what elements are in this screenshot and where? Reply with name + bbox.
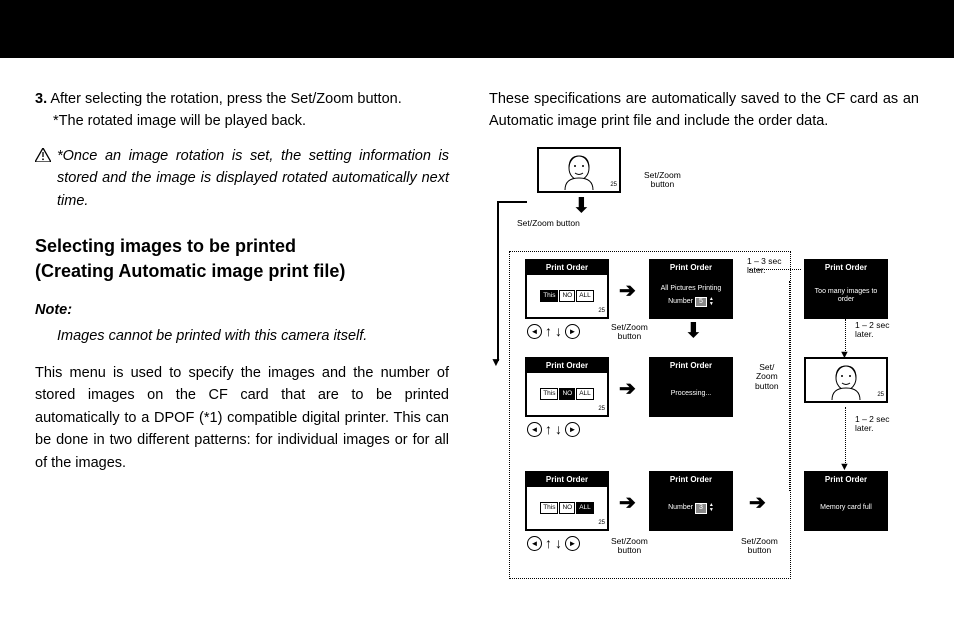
screen-all-pictures: Print Order All Pictures Printing Number… bbox=[649, 259, 733, 319]
label-setzoom-row4: Set/Zoombutton bbox=[611, 537, 648, 556]
hdr: Print Order bbox=[527, 261, 607, 275]
label-setzoom-left: Set/Zoom button bbox=[517, 219, 580, 228]
nav-row4: ◄↑ ↓► bbox=[527, 533, 580, 555]
heading-line1: Selecting images to be printed bbox=[35, 236, 296, 256]
screen-too-many: Print Order Too many images to order bbox=[804, 259, 888, 319]
label-12sec-1: 1 – 2 seclater. bbox=[855, 321, 890, 340]
arrow-d-row2m: ⬇ bbox=[685, 316, 702, 347]
screen-top-face: 25 bbox=[537, 147, 621, 193]
note-label: Note: bbox=[35, 299, 449, 321]
arrow-r-row4b: ➔ bbox=[749, 488, 766, 519]
step-number: 3. bbox=[35, 91, 47, 107]
nav-row3: ◄↑ ↓► bbox=[527, 419, 580, 441]
section-heading: Selecting images to be printed (Creating… bbox=[35, 234, 449, 283]
warning-text: *Once an image rotation is set, the sett… bbox=[57, 145, 449, 212]
tabs-row2: This NO ALL bbox=[540, 290, 594, 302]
screen-mem-full: Print Order Memory card full bbox=[804, 471, 888, 531]
body: Too many images to order bbox=[806, 275, 886, 317]
body-black: All Pictures Printing Number 5 ▲▼ bbox=[651, 275, 731, 317]
screen-processing: Print Order Processing... bbox=[649, 357, 733, 417]
label-13sec: 1 – 3 seclater. bbox=[747, 257, 782, 276]
dline-rightcol bbox=[789, 281, 790, 491]
flow-diagram: ▼ 25 Set/Zoombutton ⬇ Set/Zoom button Pr… bbox=[489, 141, 919, 581]
arrow-r-row3: ➔ bbox=[619, 374, 636, 405]
screen-row4-order: Print Order This NO ALL 25 bbox=[525, 471, 609, 531]
screen-face-result: 25 bbox=[804, 357, 888, 403]
screen-row3-order: Print Order This NO ALL 25 bbox=[525, 357, 609, 417]
right-intro: These specifications are automatically s… bbox=[489, 88, 919, 133]
label-setzoom-row2: Set/Zoombutton bbox=[611, 323, 648, 342]
right-btn: ► bbox=[565, 324, 580, 339]
screen-number3: Print Order Number 3 ▲▼ bbox=[649, 471, 733, 531]
left-btn: ◄ bbox=[527, 324, 542, 339]
step-text: After selecting the rotation, press the … bbox=[50, 91, 401, 107]
warning-row: *Once an image rotation is set, the sett… bbox=[35, 145, 449, 212]
page-content: 3. After selecting the rotation, press t… bbox=[0, 58, 954, 581]
label-setzoom-top: Set/Zoombutton bbox=[644, 171, 681, 190]
path-arrowhead: ▼ bbox=[490, 353, 502, 372]
arrow-r-row4a: ➔ bbox=[619, 488, 636, 519]
frame-counter: 25 bbox=[610, 181, 617, 190]
screen-row2-order: Print Order This NO ALL 25 bbox=[525, 259, 609, 319]
left-column: 3. After selecting the rotation, press t… bbox=[35, 88, 449, 581]
step-sub: *The rotated image will be played back. bbox=[53, 110, 449, 132]
right-column: These specifications are automatically s… bbox=[489, 88, 919, 581]
note-body: Images cannot be printed with this camer… bbox=[57, 325, 449, 347]
dline-face-down bbox=[845, 407, 846, 467]
main-paragraph: This menu is used to specify the images … bbox=[35, 362, 449, 474]
label-set-3line: Set/ Zoom button bbox=[755, 363, 779, 391]
label-12sec-2: 1 – 2 seclater. bbox=[855, 415, 890, 434]
body: This NO ALL 25 bbox=[527, 275, 607, 317]
heading-line2: (Creating Automatic image print file) bbox=[35, 261, 345, 281]
arrow-r-row2: ➔ bbox=[619, 276, 636, 307]
step-3: 3. After selecting the rotation, press t… bbox=[35, 88, 449, 110]
warning-icon bbox=[35, 148, 51, 162]
face-image: 25 bbox=[539, 149, 619, 191]
top-black-bar bbox=[0, 0, 954, 58]
nav-row2: ◄↑ ↓► bbox=[527, 321, 580, 343]
label-setzoom-row4m: Set/Zoombutton bbox=[741, 537, 778, 556]
